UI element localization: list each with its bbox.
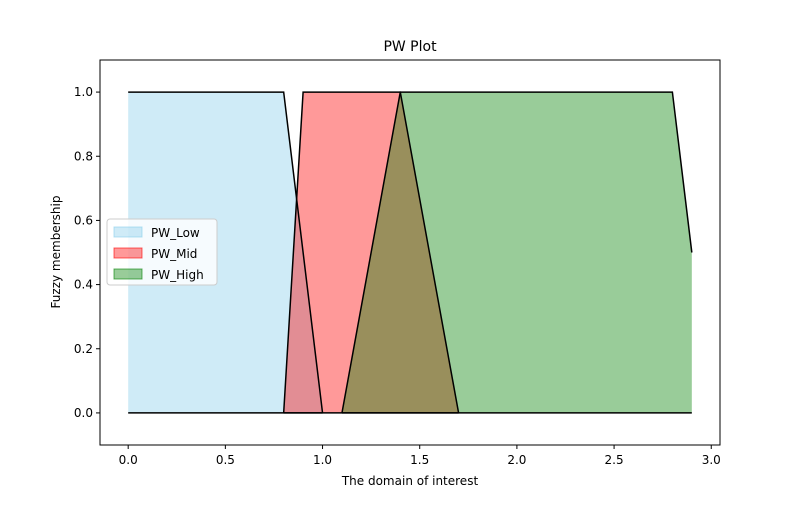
legend-swatch-pw-low [113,226,143,238]
y-tick-label: 0.0 [74,406,93,420]
x-tick-label: 0.0 [119,453,138,467]
y-tick-label: 0.2 [74,342,93,356]
x-tick-label: 1.0 [313,453,332,467]
x-tick-label: 1.5 [410,453,429,467]
plot-area [128,91,693,414]
x-tick-label: 0.5 [216,453,235,467]
y-tick-label: 0.8 [74,149,93,163]
chart-title: PW Plot [383,39,437,55]
y-tick-label: 1.0 [74,85,93,99]
x-tick-label: 2.0 [507,453,526,467]
legend: PW_Low PW_Mid PW_High [106,218,218,286]
area-fill-pw-high [341,92,692,413]
axis-ticks: 0.0 0.5 1.0 1.5 2.0 2.5 3.0 0.0 0.2 0.4 0.6 0.8 1.0 [74,85,721,467]
legend-label-pw-low: PW_Low [151,226,200,240]
axes-frame [99,59,721,446]
legend-swatch-pw-high [113,268,143,280]
series-line-pw-low [128,91,324,414]
y-axis-label: Fuzzy membership [49,196,63,309]
area-fill-pw-low [128,92,323,413]
x-axis-label: The domain of interest [341,474,479,488]
legend-label-pw-mid: PW_Mid [151,247,197,261]
series-line-pw-high [341,91,693,414]
legend-label-pw-high: PW_High [151,268,204,282]
x-tick-label: 3.0 [702,453,721,467]
y-tick-label: 0.4 [74,278,93,292]
y-tick-label: 0.6 [74,213,93,227]
series-line-pw-mid [282,91,460,414]
x-tick-label: 2.5 [605,453,624,467]
legend-swatch-pw-mid [113,247,143,259]
